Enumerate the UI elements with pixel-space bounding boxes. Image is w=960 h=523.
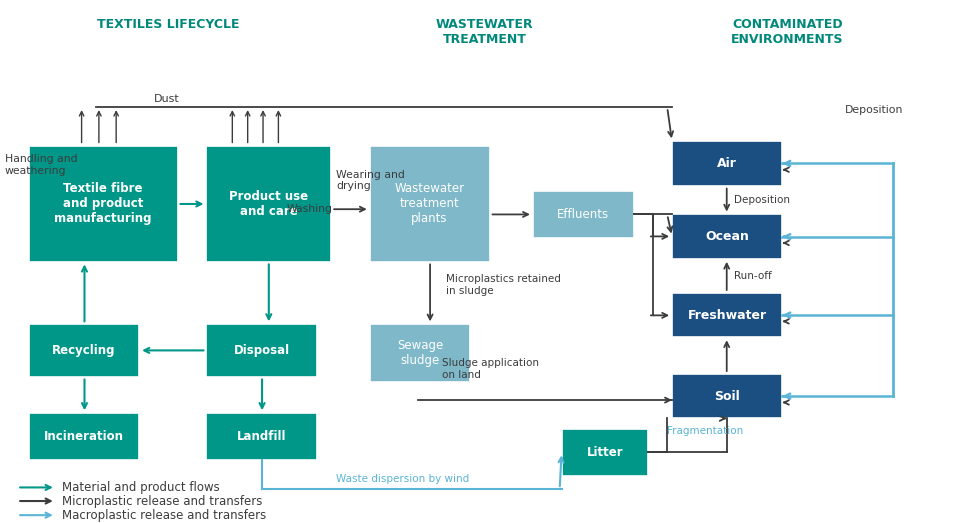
FancyBboxPatch shape [672,141,782,186]
FancyBboxPatch shape [672,293,782,337]
Text: Effluents: Effluents [557,208,610,221]
FancyBboxPatch shape [672,374,782,418]
Text: Freshwater: Freshwater [687,309,767,322]
Text: Disposal: Disposal [233,344,290,357]
FancyBboxPatch shape [29,324,139,377]
FancyBboxPatch shape [206,413,317,460]
FancyBboxPatch shape [206,146,331,262]
Text: Material and product flows: Material and product flows [62,481,220,494]
Text: Deposition: Deposition [845,105,903,115]
FancyBboxPatch shape [29,413,139,460]
Text: Recycling: Recycling [52,344,116,357]
FancyBboxPatch shape [206,324,317,377]
Text: Incineration: Incineration [44,430,124,443]
Text: CONTAMINATED
ENVIRONMENTS: CONTAMINATED ENVIRONMENTS [731,18,844,47]
Text: Deposition: Deposition [734,195,790,205]
Text: Wearing and
drying: Wearing and drying [336,169,405,191]
Text: Wastewater
treatment
plants: Wastewater treatment plants [395,183,465,225]
Text: Microplastic release and transfers: Microplastic release and transfers [62,495,263,507]
Text: Fragmentation: Fragmentation [667,426,743,437]
Text: Landfill: Landfill [237,430,286,443]
FancyBboxPatch shape [370,146,490,262]
Text: Product use
and care: Product use and care [229,190,308,218]
Text: Air: Air [717,157,737,170]
Text: Macroplastic release and transfers: Macroplastic release and transfers [62,509,267,521]
Text: Washing: Washing [287,204,333,214]
Text: Run-off: Run-off [734,271,772,281]
Text: TEXTILES LIFECYCLE: TEXTILES LIFECYCLE [97,18,239,31]
FancyBboxPatch shape [370,324,470,382]
Text: Textile fibre
and product
manufacturing: Textile fibre and product manufacturing [55,183,152,225]
Text: Soil: Soil [714,390,740,403]
Text: Litter: Litter [587,446,623,459]
FancyBboxPatch shape [29,146,178,262]
Text: Waste dispersion by wind: Waste dispersion by wind [336,473,469,484]
FancyBboxPatch shape [562,429,648,476]
Text: Dust: Dust [154,94,180,105]
FancyBboxPatch shape [672,214,782,259]
Text: Sewage
sludge: Sewage sludge [396,339,444,367]
Text: Handling and
weathering: Handling and weathering [5,154,78,176]
Text: Sludge application
on land: Sludge application on land [442,358,539,380]
FancyBboxPatch shape [533,191,634,238]
Text: Microplastics retained
in sludge: Microplastics retained in sludge [446,274,562,296]
Text: Ocean: Ocean [706,230,749,243]
Text: WASTEWATER
TREATMENT: WASTEWATER TREATMENT [436,18,534,47]
